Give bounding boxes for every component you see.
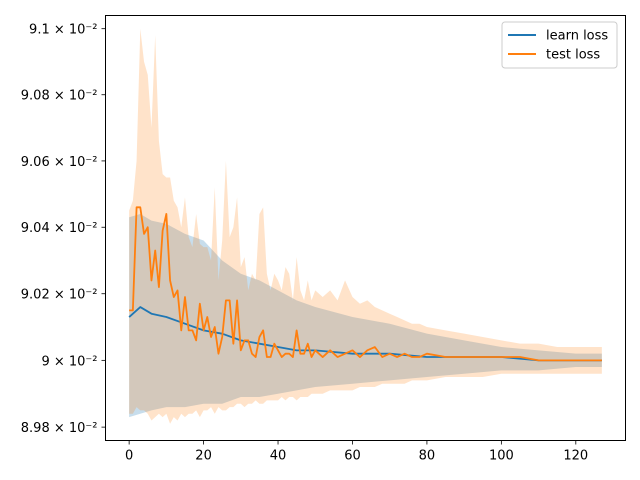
x-tick-label: 60 — [344, 449, 361, 464]
x-tick-label: 80 — [419, 449, 436, 464]
x-tick-label: 40 — [270, 449, 287, 464]
confidence-band-test-loss — [129, 28, 602, 424]
x-tick-label: 120 — [563, 449, 588, 464]
y-tick-label: 9.06 × 10⁻² — [21, 155, 98, 170]
y-tick-label: 9.08 × 10⁻² — [21, 89, 98, 104]
y-tick-label: 9.1 × 10⁻² — [29, 23, 97, 38]
confidence-band-learn-loss — [129, 213, 602, 418]
series-line-test-loss — [129, 206, 602, 362]
legend-label-test-loss: test loss — [546, 48, 600, 63]
x-tick-label: 20 — [195, 449, 212, 464]
y-tick-label: 9 × 10⁻² — [41, 354, 97, 369]
legend-frame — [501, 21, 618, 69]
y-tick-label: 9.02 × 10⁻² — [21, 288, 98, 303]
plot-area — [128, 28, 602, 424]
axes-frame — [105, 15, 626, 441]
y-tick-label: 9.04 × 10⁻² — [21, 221, 98, 236]
x-tick-label: 0 — [125, 449, 133, 464]
y-tick-label: 8.98 × 10⁻² — [21, 421, 98, 436]
axis-ticks: 0 20 40 60 80 100 120 8.98 × 10⁻² 9 × 10⁻² 9.02 ×… — [21, 23, 588, 464]
x-tick-label: 100 — [489, 449, 514, 464]
legend-label-learn-loss: learn loss — [546, 29, 608, 44]
legend: learn loss test loss — [501, 21, 618, 69]
